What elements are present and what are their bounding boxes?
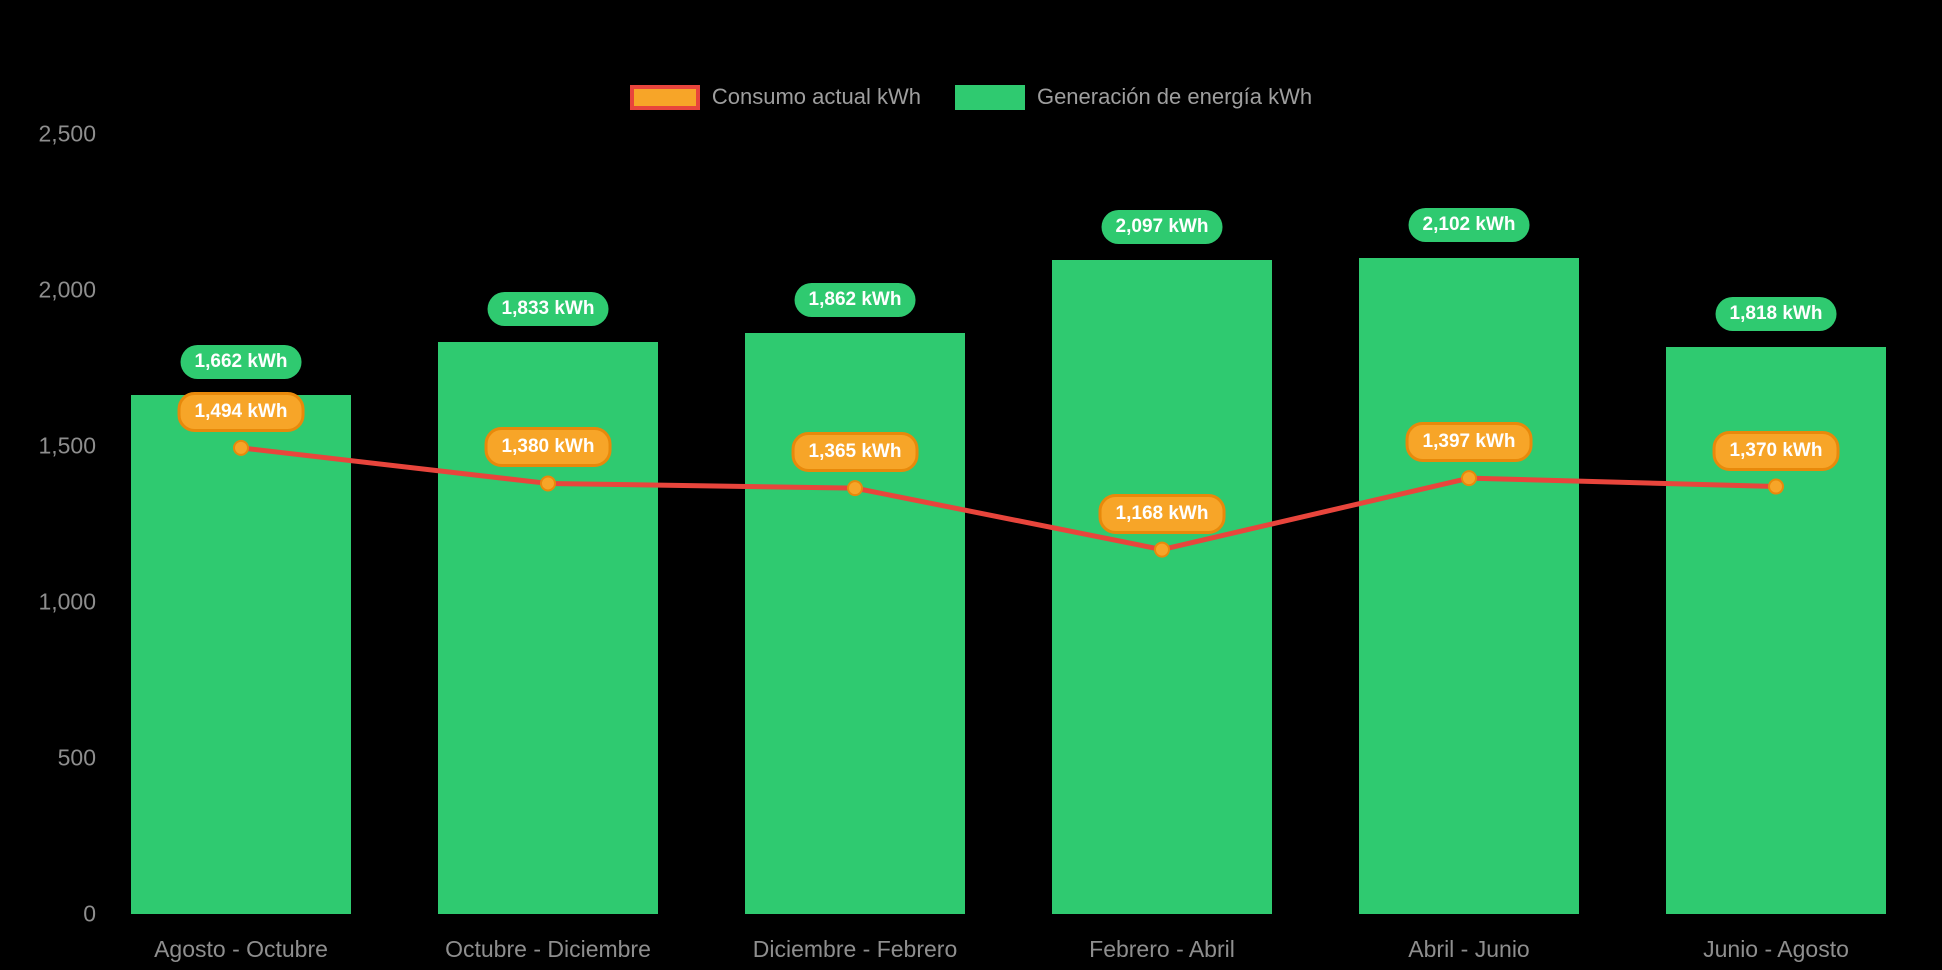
consumo-point[interactable]	[233, 439, 249, 456]
line-value-label: 1,380 kWh	[484, 427, 612, 468]
line-value-label: 1,168 kWh	[1098, 493, 1226, 534]
y-axis-tick-label: 1,000	[38, 588, 96, 615]
y-axis-tick-label: 500	[57, 744, 96, 771]
bar-diciembre-febrero[interactable]	[745, 333, 965, 914]
legend-item-generacion-energia[interactable]: Generación de energía kWh	[954, 84, 1313, 110]
y-axis-tick-label: 2,000	[38, 276, 96, 303]
consumo-point[interactable]	[847, 480, 863, 497]
bar-value-label: 1,662 kWh	[180, 345, 302, 380]
bar-abril-junio[interactable]	[1359, 258, 1579, 914]
bar-agosto-octubre[interactable]	[131, 395, 351, 914]
bar-value-label: 1,862 kWh	[794, 283, 916, 318]
consumo-point[interactable]	[1461, 470, 1477, 487]
bar-value-label: 1,833 kWh	[487, 292, 609, 327]
legend-item-consumo-actual[interactable]: Consumo actual kWh	[629, 84, 921, 110]
x-axis-tick-label: Octubre - Diciembre	[445, 936, 651, 962]
x-axis-tick-label: Diciembre - Febrero	[752, 936, 958, 962]
chart-legend: Consumo actual kWh Generación de energía…	[0, 84, 1942, 110]
x-axis-tick-label: Agosto - Octubre	[154, 936, 328, 962]
legend-swatch-consumo-icon	[629, 84, 700, 110]
line-value-label: 1,494 kWh	[177, 391, 305, 432]
y-axis-tick-label: 0	[83, 900, 96, 927]
legend-label-generacion: Generación de energía kWh	[1036, 84, 1313, 109]
x-axis-tick-label: Junio - Agosto	[1703, 936, 1849, 962]
y-axis-tick-label: 2,500	[38, 120, 96, 147]
bar-value-label: 2,102 kWh	[1408, 208, 1530, 243]
bar-febrero-abril[interactable]	[1052, 259, 1272, 914]
consumo-point[interactable]	[1154, 541, 1170, 558]
line-value-label: 1,365 kWh	[791, 432, 919, 473]
bar-value-label: 2,097 kWh	[1101, 209, 1223, 244]
bar-value-label: 1,818 kWh	[1715, 296, 1837, 331]
line-value-label: 1,370 kWh	[1712, 430, 1840, 471]
x-axis-tick-label: Abril - Junio	[1408, 936, 1530, 962]
x-axis-tick-label: Febrero - Abril	[1089, 936, 1235, 962]
y-axis-tick-label: 1,500	[38, 432, 96, 459]
line-value-label: 1,397 kWh	[1405, 422, 1533, 463]
legend-swatch-generacion-icon	[954, 84, 1025, 110]
legend-label-consumo: Consumo actual kWh	[711, 84, 921, 109]
consumo-point[interactable]	[540, 475, 556, 492]
consumo-point[interactable]	[1768, 478, 1784, 495]
